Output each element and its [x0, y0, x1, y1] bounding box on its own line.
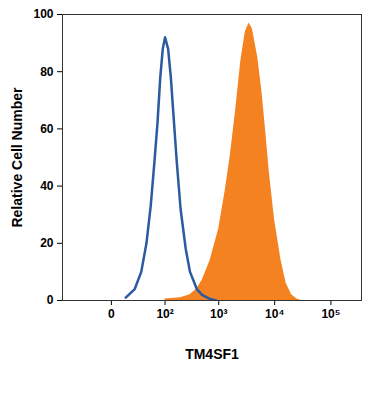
svg-text:100: 100 — [33, 7, 53, 21]
svg-text:10⁴: 10⁴ — [265, 307, 284, 321]
svg-text:80: 80 — [40, 65, 54, 79]
svg-text:10³: 10³ — [210, 307, 227, 321]
svg-text:20: 20 — [40, 236, 54, 250]
svg-text:40: 40 — [40, 179, 54, 193]
svg-text:0: 0 — [47, 293, 54, 307]
svg-text:0: 0 — [108, 307, 115, 321]
svg-text:10⁵: 10⁵ — [321, 307, 340, 321]
svg-text:Relative Cell Number: Relative Cell Number — [9, 87, 25, 228]
svg-text:TM4SF1: TM4SF1 — [185, 346, 239, 362]
svg-text:10²: 10² — [156, 307, 173, 321]
svg-text:60: 60 — [40, 122, 54, 136]
